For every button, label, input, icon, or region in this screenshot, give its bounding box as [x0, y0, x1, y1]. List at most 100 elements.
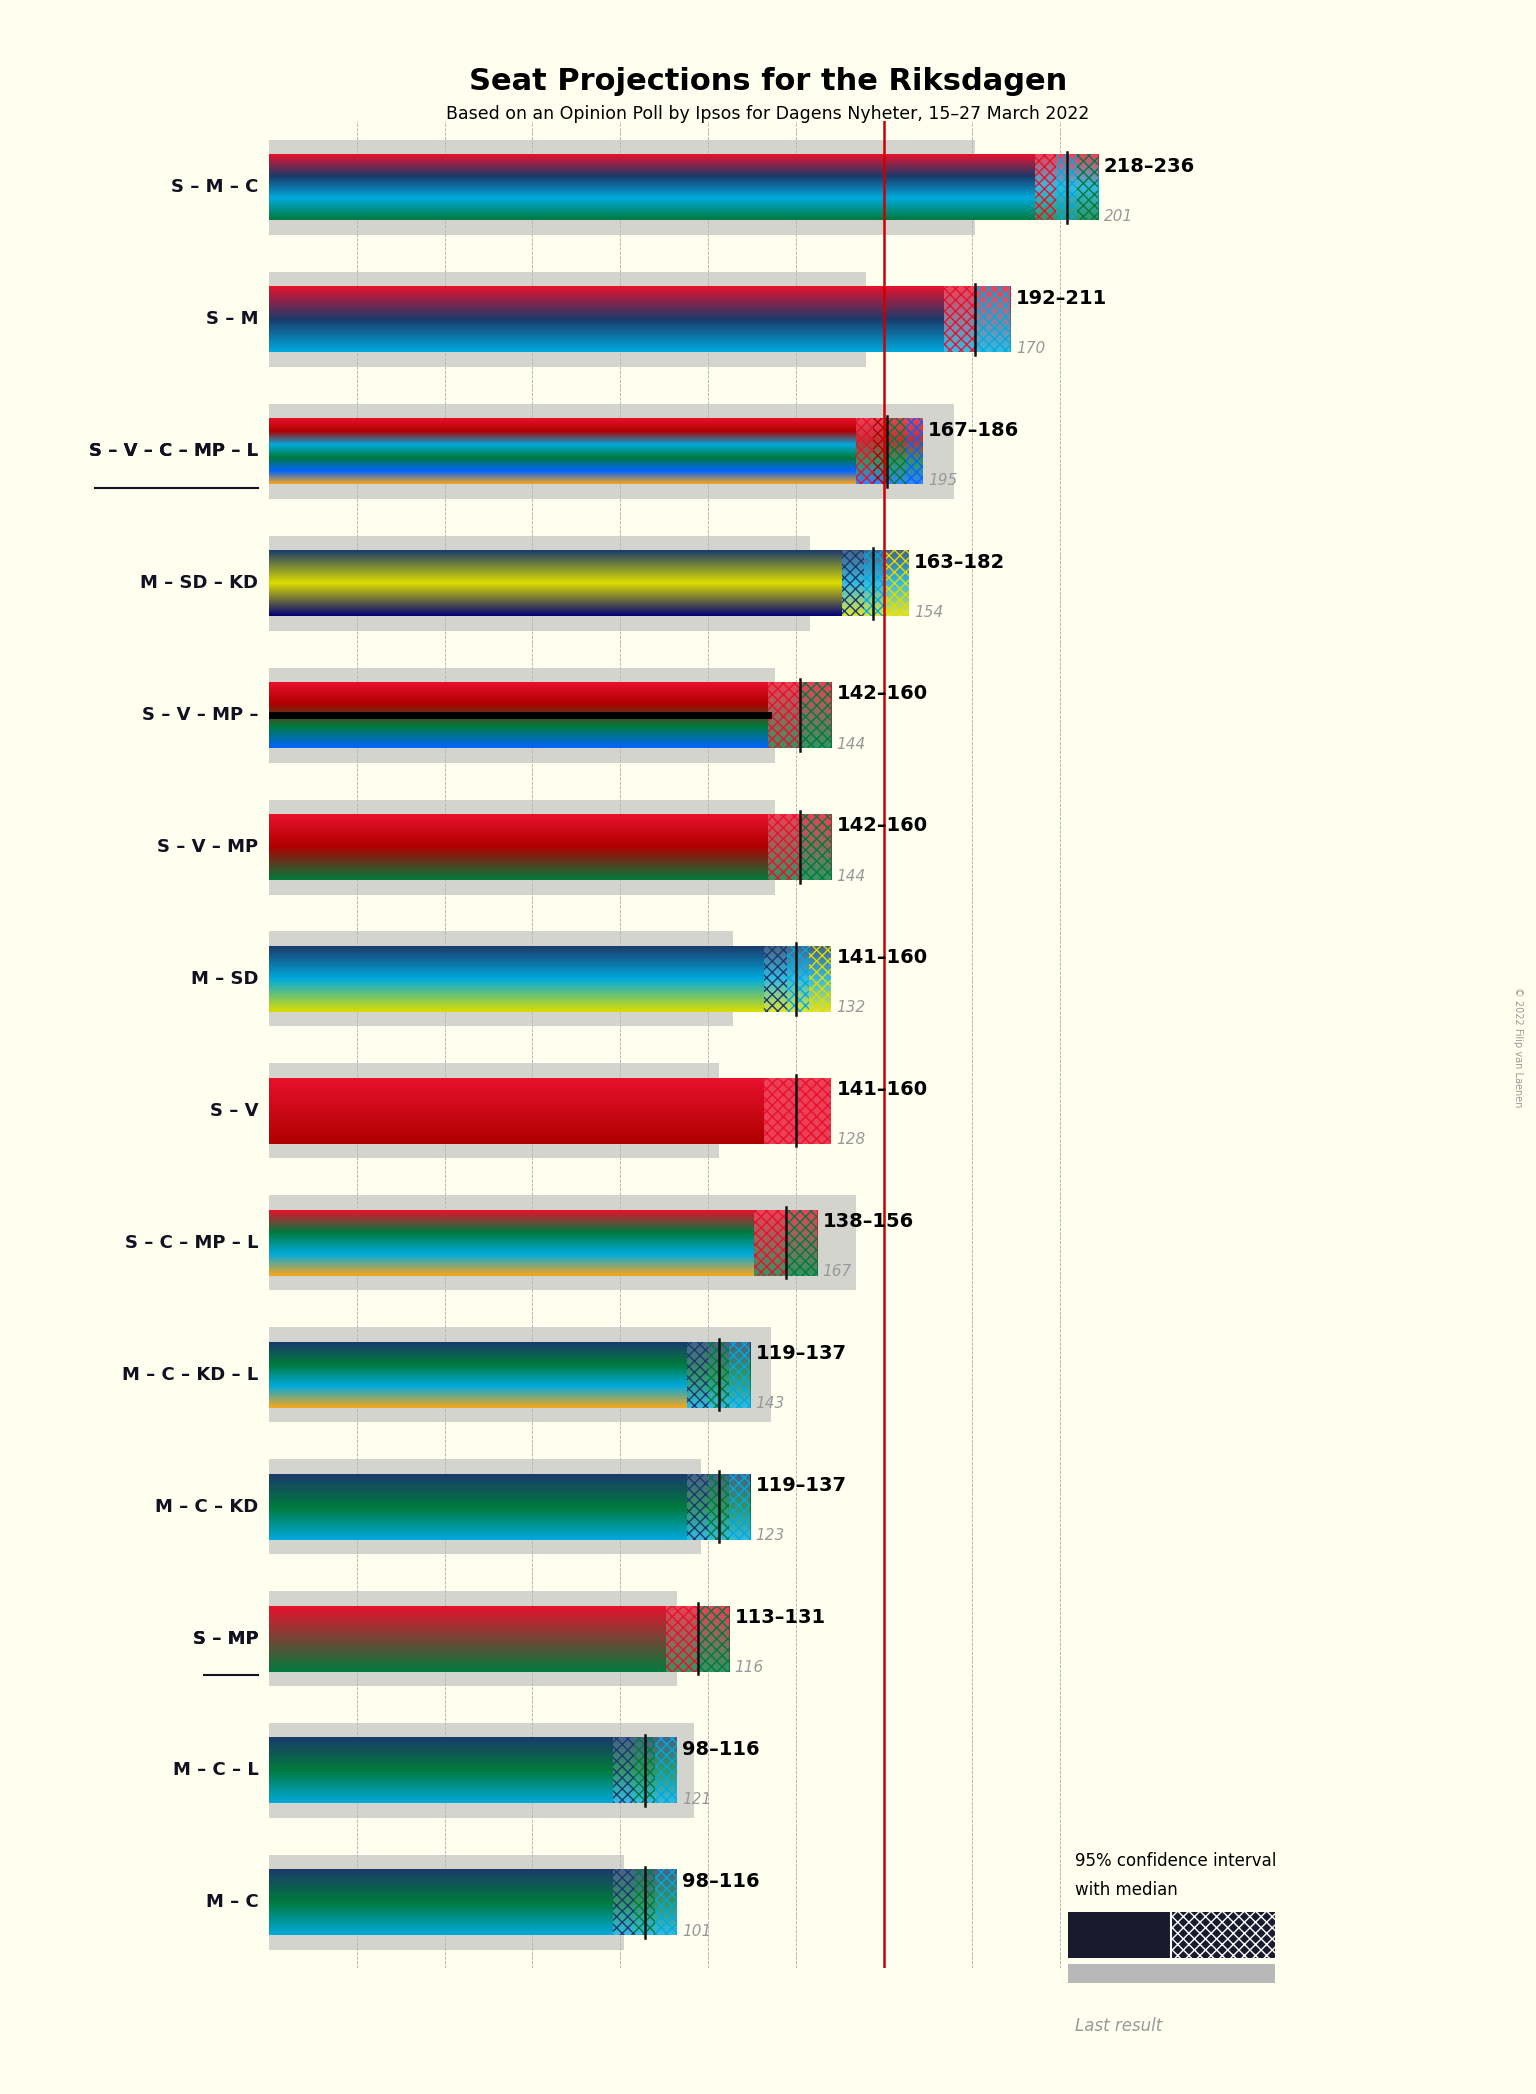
Bar [269, 1196, 856, 1290]
Bar [687, 1342, 708, 1407]
Bar [1170, 1912, 1275, 1958]
Bar [269, 272, 866, 366]
Text: 142–160: 142–160 [837, 685, 928, 704]
Text: 119–137: 119–137 [756, 1344, 846, 1363]
Text: 98–116: 98–116 [682, 1740, 759, 1759]
Bar [1035, 155, 1098, 220]
Text: 95% confidence interval: 95% confidence interval [1075, 1851, 1276, 1870]
Bar [697, 1606, 730, 1671]
Bar [768, 815, 831, 879]
Bar [708, 1342, 730, 1407]
Text: S – MP: S – MP [192, 1629, 258, 1648]
Text: M – C – KD – L: M – C – KD – L [121, 1365, 258, 1384]
Bar [269, 1591, 676, 1686]
Bar [1057, 155, 1077, 220]
Bar [613, 1738, 634, 1803]
Text: S – V: S – V [210, 1101, 258, 1120]
Bar [786, 946, 809, 1011]
Text: 143: 143 [756, 1397, 785, 1411]
Text: 163–182: 163–182 [914, 553, 1005, 572]
Text: 132: 132 [837, 1001, 866, 1016]
Text: Last result: Last result [1075, 2017, 1163, 2035]
Text: S – V – C – MP – L: S – V – C – MP – L [89, 442, 258, 461]
Bar [730, 1474, 751, 1539]
Bar [656, 1870, 676, 1935]
Bar [613, 1870, 676, 1935]
Bar [667, 1606, 730, 1671]
Bar [768, 683, 800, 748]
Bar [800, 683, 831, 748]
Text: 167: 167 [822, 1265, 851, 1279]
Bar [269, 1328, 771, 1422]
Bar [872, 419, 889, 484]
Text: 141–160: 141–160 [837, 949, 928, 967]
Text: 101: 101 [682, 1924, 711, 1939]
Bar [943, 287, 1011, 352]
Bar [269, 1460, 700, 1554]
Text: S – C – MP – L: S – C – MP – L [124, 1233, 258, 1252]
Bar [687, 1474, 708, 1539]
Text: 98–116: 98–116 [682, 1872, 759, 1891]
Text: 195: 195 [928, 473, 957, 488]
Bar [687, 1474, 751, 1539]
Bar [977, 287, 1011, 352]
Bar [1035, 155, 1057, 220]
Bar [269, 536, 809, 630]
Bar [765, 946, 831, 1011]
Text: 170: 170 [1015, 341, 1044, 356]
Text: with median: with median [1075, 1880, 1178, 1899]
Bar [856, 419, 923, 484]
Text: S – V – C – MP – L: S – V – C – MP – L [89, 442, 258, 461]
Text: © 2022 Filip van Laenen: © 2022 Filip van Laenen [1513, 986, 1522, 1108]
Bar [754, 1210, 785, 1275]
Bar [765, 946, 786, 1011]
Text: S – MP: S – MP [192, 1629, 258, 1648]
Text: 113–131: 113–131 [734, 1608, 826, 1627]
Text: 121: 121 [682, 1792, 711, 1807]
Bar [730, 1342, 751, 1407]
Text: 128: 128 [837, 1133, 866, 1148]
Bar [667, 1606, 697, 1671]
Bar [613, 1738, 676, 1803]
Bar [809, 946, 831, 1011]
Bar [269, 404, 954, 498]
Bar [800, 815, 831, 879]
Text: M – SD – KD: M – SD – KD [140, 574, 258, 593]
Text: S – M: S – M [206, 310, 258, 329]
Text: 154: 154 [914, 605, 943, 620]
Bar [269, 1723, 694, 1818]
Text: 144: 144 [837, 737, 866, 752]
Bar [856, 419, 872, 484]
Bar [269, 932, 733, 1026]
Text: M – SD: M – SD [190, 970, 258, 988]
Bar [708, 1474, 730, 1539]
Text: M – C – L: M – C – L [172, 1761, 258, 1780]
Bar [765, 1078, 831, 1143]
Bar [768, 683, 831, 748]
Bar [889, 419, 906, 484]
Bar [269, 1855, 624, 1950]
Text: M – C: M – C [206, 1893, 258, 1912]
Bar [656, 1738, 676, 1803]
Bar [1077, 155, 1098, 220]
Text: S – V – MP: S – V – MP [157, 838, 258, 856]
Bar [842, 551, 865, 616]
Text: 192–211: 192–211 [1015, 289, 1107, 308]
Bar [269, 668, 776, 762]
Bar [865, 551, 886, 616]
Text: 167–186: 167–186 [928, 421, 1018, 440]
Bar [886, 551, 908, 616]
Text: 218–236: 218–236 [1104, 157, 1195, 176]
Bar [906, 419, 923, 484]
Bar [765, 1078, 831, 1143]
Bar [613, 1870, 634, 1935]
Text: 141–160: 141–160 [837, 1081, 928, 1099]
Bar [269, 800, 776, 894]
Text: 119–137: 119–137 [756, 1476, 846, 1495]
Bar [943, 287, 977, 352]
Text: 116: 116 [734, 1661, 763, 1675]
Text: Based on an Opinion Poll by Ipsos for Dagens Nyheter, 15–27 March 2022: Based on an Opinion Poll by Ipsos for Da… [447, 105, 1089, 124]
Bar [754, 1210, 817, 1275]
Bar [687, 1342, 751, 1407]
Text: 142–160: 142–160 [837, 817, 928, 836]
